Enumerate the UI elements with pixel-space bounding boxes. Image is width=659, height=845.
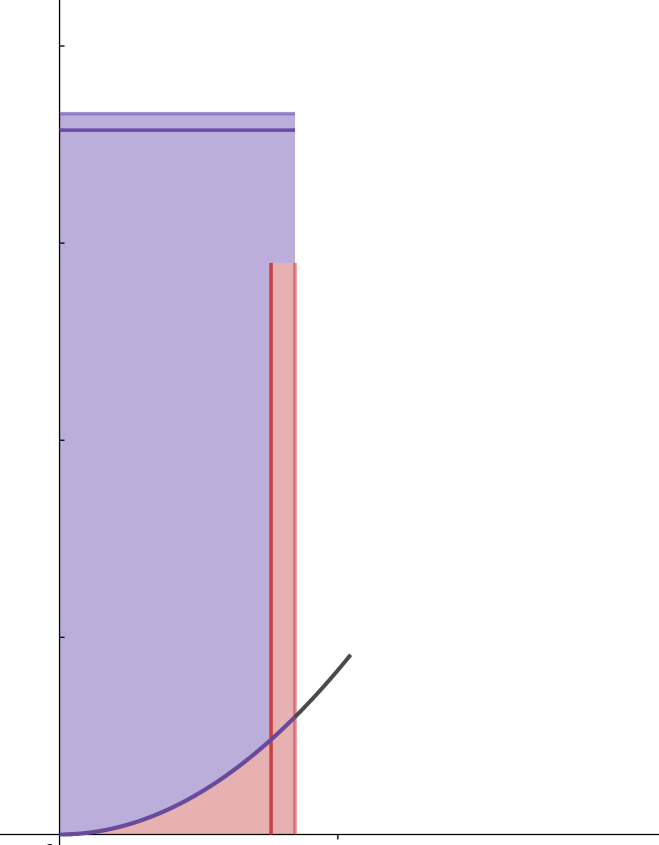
region-above-curve bbox=[59, 113, 295, 835]
region-below-strip bbox=[271, 262, 295, 835]
curve-highlight bbox=[59, 715, 297, 837]
origin-tick-label: 0 bbox=[45, 840, 54, 845]
fill-regions bbox=[59, 113, 295, 835]
region-below-curve bbox=[59, 739, 272, 835]
curve-layer bbox=[59, 653, 353, 837]
